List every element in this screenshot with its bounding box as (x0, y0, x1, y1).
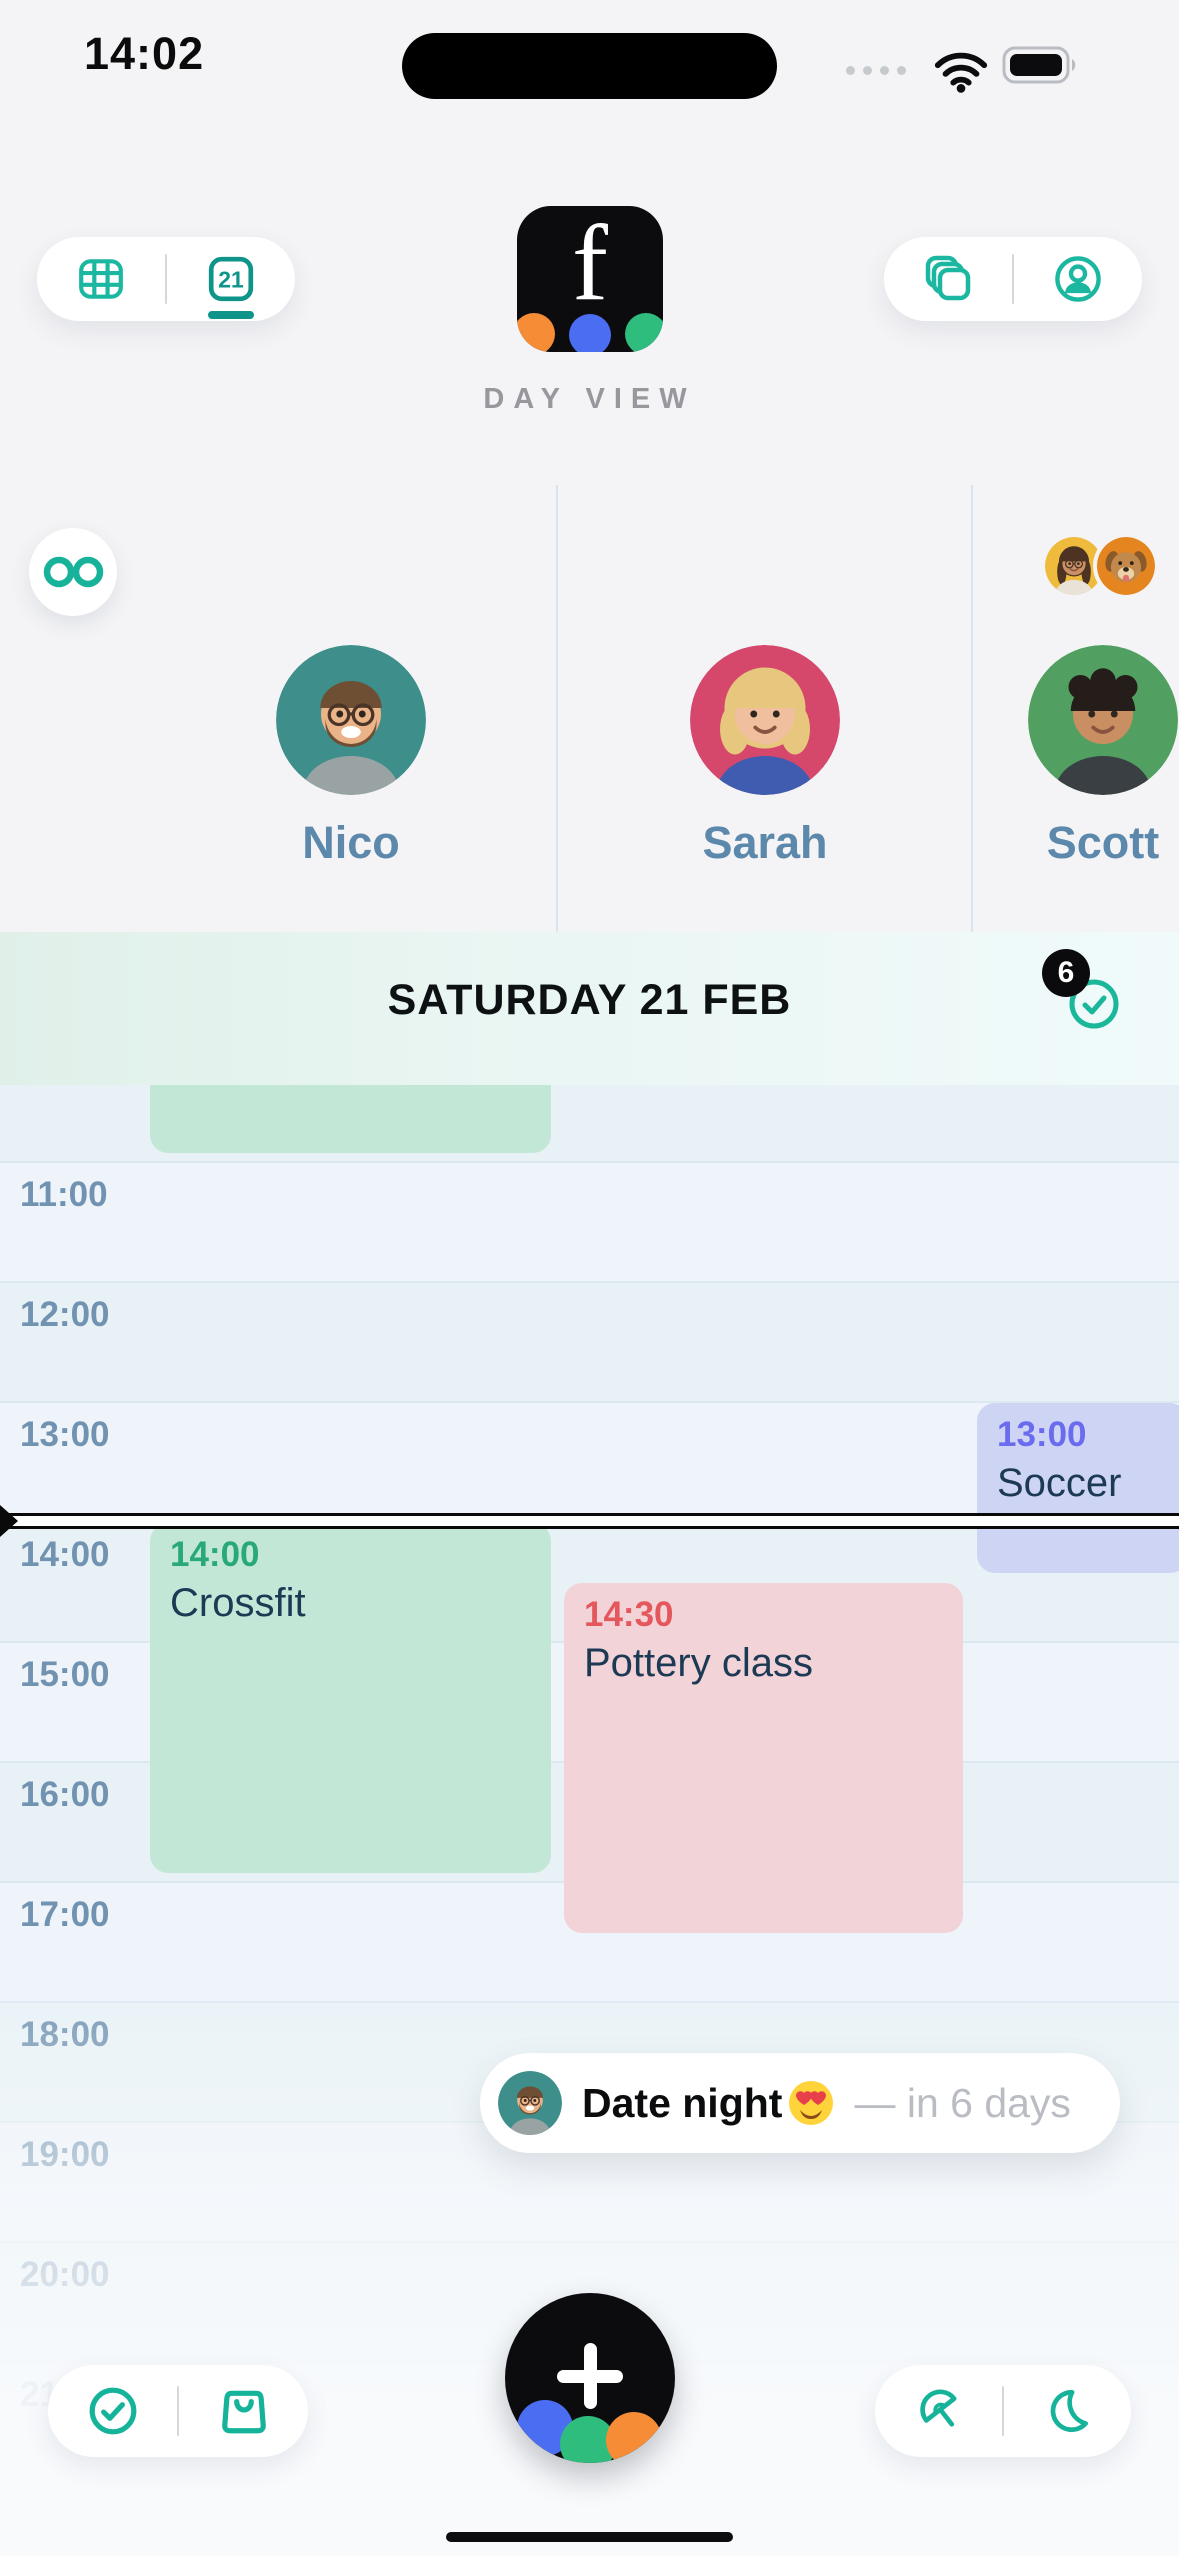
add-event-button[interactable] (505, 2293, 675, 2463)
view-label: DAY VIEW (483, 383, 696, 415)
person-name: Scott (1046, 817, 1160, 868)
hour-row (0, 1281, 1179, 1401)
heart-eyes-emoji (786, 2078, 836, 2128)
tasks-count-badge: 6 (1042, 949, 1090, 997)
logo-dot-blue (569, 314, 611, 352)
cellular-signal-icon (846, 66, 906, 75)
bottom-right-bar (875, 2365, 1131, 2457)
night-mode-button[interactable] (1040, 2383, 1096, 2439)
app-logo: f (517, 206, 663, 352)
avatar-nico[interactable] (276, 645, 426, 795)
hour-label: 16:00 (20, 1775, 110, 1814)
event-crossfit[interactable]: 14:00 Crossfit (150, 1523, 551, 1873)
reminder-relative-time: — in 6 days (854, 2079, 1071, 2126)
event-title: Pottery class (584, 1641, 813, 1685)
moon-icon (1042, 2385, 1094, 2437)
person-name: Sarah (702, 817, 828, 868)
calendar-day-21-icon: 21 (206, 254, 256, 304)
home-indicator (446, 2532, 733, 2542)
current-time-line (0, 1513, 1179, 1529)
svg-text:21: 21 (218, 266, 244, 292)
view-toggle-left: 21 (37, 237, 295, 321)
profile-button[interactable] (1050, 251, 1106, 307)
beach-umbrella-icon (913, 2385, 965, 2437)
hour-line (0, 1281, 1179, 1283)
reminder-pill[interactable]: Date night — in 6 days (480, 2053, 1120, 2153)
shopping-bag-icon (218, 2385, 270, 2437)
avatar-sarah[interactable] (690, 645, 840, 795)
hour-label: 15:00 (20, 1655, 110, 1694)
person-name: Nico (302, 817, 400, 868)
wifi-icon (932, 48, 990, 94)
stacked-cards-icon (922, 253, 974, 305)
person-column-sarah: Sarah (665, 645, 865, 869)
logo-dot-green (625, 313, 663, 352)
event-time: 14:30 (584, 1595, 674, 1634)
hour-label: 19:00 (20, 2135, 110, 2174)
toolbar-divider (1002, 2386, 1004, 2436)
vacation-mode-button[interactable] (911, 2383, 967, 2439)
active-view-indicator (208, 311, 254, 319)
hour-row (0, 1161, 1179, 1281)
hour-line (0, 1401, 1179, 1403)
date-header: SATURDAY 21 FEB 6 (0, 932, 1179, 1085)
current-time-arrow (0, 1505, 18, 1537)
date-title: SATURDAY 21 FEB (387, 976, 792, 1024)
hour-line (0, 2001, 1179, 2003)
hour-line (0, 1161, 1179, 1163)
tasks-done-button[interactable]: 6 (1042, 949, 1119, 1029)
hour-label: 12:00 (20, 1295, 110, 1334)
todos-button[interactable] (85, 2383, 141, 2439)
avatar (498, 2071, 562, 2135)
cards-button[interactable] (920, 251, 976, 307)
view-toggle-right (884, 237, 1142, 321)
toolbar-divider (165, 254, 167, 304)
everyone-icon (42, 555, 104, 589)
event-soccer[interactable]: 13:00 Soccer (977, 1403, 1179, 1573)
fab-dot-orange (606, 2412, 662, 2463)
hour-label: 18:00 (20, 2015, 110, 2054)
bottom-left-bar (48, 2365, 308, 2457)
all-members-button[interactable] (29, 528, 117, 616)
hour-label: 20:00 (20, 2255, 110, 2294)
logo-letter: f (572, 206, 608, 323)
hour-label: 13:00 (20, 1415, 110, 1454)
hour-label: 11:00 (20, 1175, 108, 1214)
event-title: Crossfit (170, 1581, 306, 1625)
person-circle-icon (1052, 253, 1104, 305)
mini-avatar[interactable] (1097, 537, 1155, 595)
toolbar-divider (177, 2386, 179, 2436)
person-column-nico: Nico (251, 645, 451, 869)
mini-avatar[interactable] (1045, 537, 1103, 595)
event-title: Soccer (997, 1461, 1122, 1505)
status-time: 14:02 (84, 28, 205, 79)
hour-label: 14:00 (20, 1535, 110, 1574)
event-time: 14:00 (170, 1535, 260, 1574)
month-view-button[interactable] (73, 251, 129, 307)
battery-icon (1002, 46, 1080, 86)
dynamic-island (402, 33, 777, 99)
check-circle-icon (87, 2385, 139, 2437)
reminder-title: Date night (582, 2079, 783, 2126)
hour-line (0, 2241, 1179, 2243)
month-grid-icon (76, 254, 126, 304)
hour-label: 17:00 (20, 1895, 110, 1934)
avatar-scott[interactable] (1028, 645, 1178, 795)
event-partial[interactable] (150, 1085, 551, 1153)
event-pottery-class[interactable]: 14:30 Pottery class (564, 1583, 963, 1933)
logo-dot-orange (517, 313, 555, 352)
toolbar-divider (1012, 254, 1014, 304)
day-view-button[interactable]: 21 (203, 251, 259, 319)
event-time: 13:00 (997, 1415, 1087, 1454)
person-column-scott: Scott (1003, 645, 1179, 869)
shopping-list-button[interactable] (216, 2383, 272, 2439)
